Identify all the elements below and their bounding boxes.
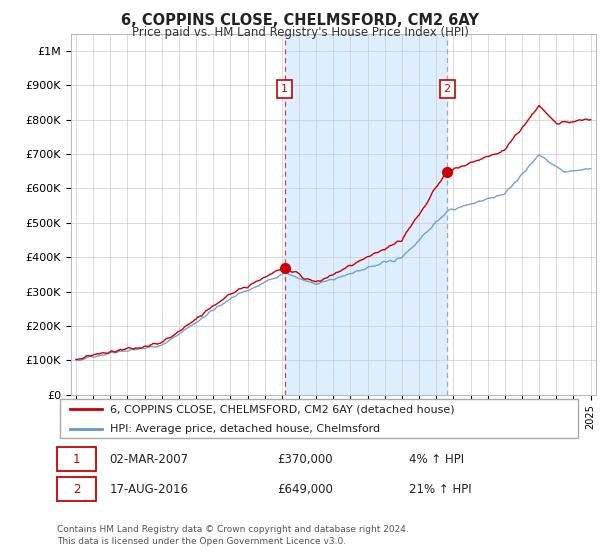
Text: 1: 1: [281, 83, 288, 94]
Bar: [285, 34, 447, 395]
Text: 4% ↑ HPI: 4% ↑ HPI: [409, 452, 464, 465]
Text: 6, COPPINS CLOSE, CHELMSFORD, CM2 6AY: 6, COPPINS CLOSE, CHELMSFORD, CM2 6AY: [121, 13, 479, 28]
FancyBboxPatch shape: [57, 477, 97, 501]
Text: 02-MAR-2007: 02-MAR-2007: [110, 452, 188, 465]
FancyBboxPatch shape: [57, 447, 97, 471]
Text: HPI: Average price, detached house, Chelmsford: HPI: Average price, detached house, Chel…: [110, 424, 380, 434]
Text: 1: 1: [73, 452, 80, 465]
Text: 21% ↑ HPI: 21% ↑ HPI: [409, 483, 472, 496]
Text: 2: 2: [443, 83, 451, 94]
Text: Contains HM Land Registry data © Crown copyright and database right 2024.
This d: Contains HM Land Registry data © Crown c…: [57, 525, 409, 546]
Text: 17-AUG-2016: 17-AUG-2016: [110, 483, 188, 496]
Text: Price paid vs. HM Land Registry's House Price Index (HPI): Price paid vs. HM Land Registry's House …: [131, 26, 469, 39]
FancyBboxPatch shape: [59, 399, 578, 438]
Text: £370,000: £370,000: [277, 452, 333, 465]
Text: £649,000: £649,000: [277, 483, 334, 496]
Text: 2: 2: [73, 483, 80, 496]
Text: 6, COPPINS CLOSE, CHELMSFORD, CM2 6AY (detached house): 6, COPPINS CLOSE, CHELMSFORD, CM2 6AY (d…: [110, 404, 454, 414]
